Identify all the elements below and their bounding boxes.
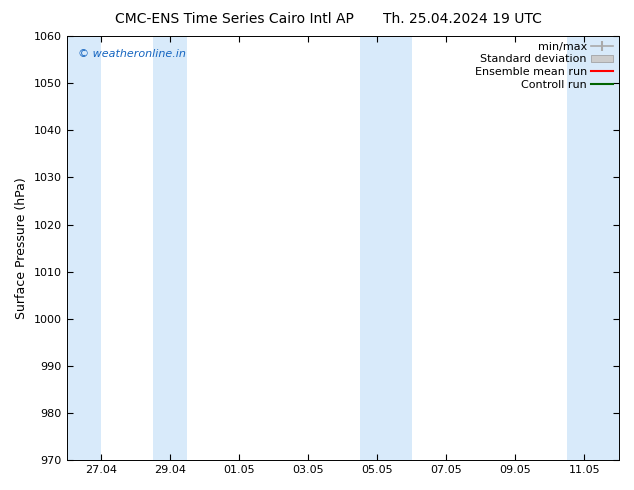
Legend: min/max, Standard deviation, Ensemble mean run, Controll run: min/max, Standard deviation, Ensemble me… — [471, 38, 617, 94]
Bar — [377, 36, 412, 460]
Text: CMC-ENS Time Series Cairo Intl AP: CMC-ENS Time Series Cairo Intl AP — [115, 12, 354, 26]
Bar — [153, 36, 188, 460]
Y-axis label: Surface Pressure (hPa): Surface Pressure (hPa) — [15, 177, 28, 319]
Text: © weatheronline.in: © weatheronline.in — [77, 49, 186, 59]
Bar — [360, 36, 377, 460]
Bar — [567, 36, 619, 460]
Text: Th. 25.04.2024 19 UTC: Th. 25.04.2024 19 UTC — [384, 12, 542, 26]
Bar — [67, 36, 101, 460]
